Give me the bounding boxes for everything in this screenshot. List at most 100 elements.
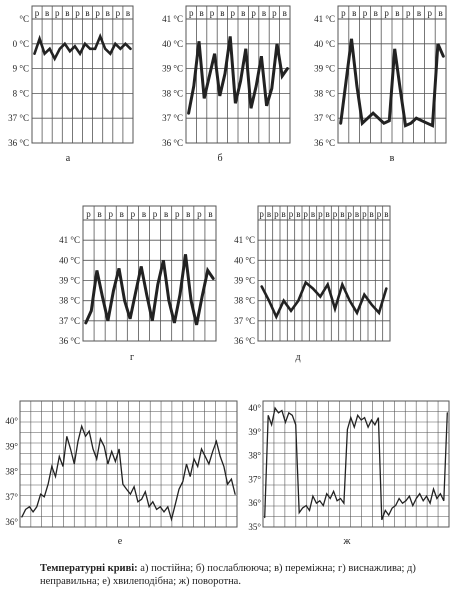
column-label: р bbox=[231, 8, 236, 18]
y-tick-label: 37° bbox=[248, 474, 261, 484]
caption-text: а) постійна; б) послаблююча; в) переміжн… bbox=[40, 563, 416, 587]
column-label: в bbox=[283, 8, 287, 18]
column-label: в bbox=[164, 209, 168, 219]
column-label: р bbox=[175, 209, 180, 219]
chart-v: р в р в р в р в р в41 °C40 °C39 °C38 °C37 °C36 °C… bbox=[314, 5, 447, 164]
column-label: р bbox=[55, 8, 60, 18]
column-label: в bbox=[417, 8, 421, 18]
panel-label: г bbox=[130, 352, 134, 363]
panel-label: е bbox=[118, 536, 123, 547]
column-label: р bbox=[86, 209, 91, 219]
y-tick-label: 38 °C bbox=[314, 88, 335, 98]
temperature-line bbox=[264, 406, 448, 521]
y-tick-label: 38 °C bbox=[234, 296, 255, 306]
column-label: в bbox=[85, 8, 89, 18]
y-tick-label: 8 °C bbox=[13, 88, 29, 98]
column-label: р bbox=[274, 209, 279, 219]
column-label: р bbox=[259, 209, 264, 219]
column-label: р bbox=[197, 209, 202, 219]
column-label: в bbox=[186, 209, 190, 219]
column-label: р bbox=[363, 8, 368, 18]
column-label: в bbox=[352, 8, 356, 18]
column-label: р bbox=[116, 8, 121, 18]
y-tick-label: 36 °C bbox=[59, 336, 80, 346]
column-label: в bbox=[45, 8, 49, 18]
caption-title: Температурні криві: bbox=[40, 563, 138, 574]
column-label: в bbox=[374, 8, 378, 18]
column-label: р bbox=[384, 8, 389, 18]
temperature-line bbox=[339, 38, 445, 128]
column-label: в bbox=[262, 8, 266, 18]
panel-label: б bbox=[217, 153, 222, 164]
y-tick-label: 37 °C bbox=[234, 316, 255, 326]
y-tick-label: 41 °C bbox=[162, 14, 183, 24]
y-tick-label: 40 °C bbox=[59, 255, 80, 265]
y-tick-label: 0 °C bbox=[13, 39, 29, 49]
column-label: р bbox=[406, 8, 411, 18]
column-label: в bbox=[65, 8, 69, 18]
y-tick-label: 38 °C bbox=[162, 88, 183, 98]
column-label: в bbox=[126, 8, 130, 18]
y-tick-label: 39 °C bbox=[162, 64, 183, 74]
column-label: р bbox=[289, 209, 294, 219]
column-label: р bbox=[303, 209, 308, 219]
y-tick-label: 40 °C bbox=[314, 39, 335, 49]
y-tick-label: 39 °C bbox=[314, 64, 335, 74]
column-label: в bbox=[296, 209, 300, 219]
y-tick-label: 36° bbox=[5, 517, 18, 527]
column-label: р bbox=[95, 8, 100, 18]
y-tick-label: 38 °C bbox=[59, 296, 80, 306]
column-label: в bbox=[384, 209, 388, 219]
chart-g: р в р в р в р в р в р в41 °C40 °C39 °C38 °C37 °C36 … bbox=[59, 205, 217, 363]
column-label: в bbox=[142, 209, 146, 219]
column-label: в bbox=[120, 209, 124, 219]
panel-label: в bbox=[390, 153, 395, 164]
y-tick-label: 39° bbox=[5, 441, 18, 451]
y-tick-label: 40° bbox=[248, 403, 261, 413]
column-label: в bbox=[395, 8, 399, 18]
y-tick-label: 37° bbox=[5, 492, 18, 502]
column-label: в bbox=[267, 209, 271, 219]
temperature-line bbox=[187, 36, 289, 115]
column-label: р bbox=[189, 8, 194, 18]
chart-a: р в р в р в р в р в°C0 °C9 °C8 °C37 °C36 °Cа bbox=[8, 5, 134, 164]
chart-zh: 40° 39° 38° 37° 36° 35° ж bbox=[248, 400, 450, 547]
column-label: р bbox=[341, 8, 346, 18]
panel-label: ж bbox=[343, 536, 351, 547]
y-tick-label: 39 °C bbox=[59, 276, 80, 286]
column-label: в bbox=[340, 209, 344, 219]
y-tick-label: 9 °C bbox=[13, 64, 29, 74]
column-label: р bbox=[333, 209, 338, 219]
column-label: в bbox=[282, 209, 286, 219]
y-tick-label: 36 °C bbox=[8, 138, 29, 148]
y-tick-label: 41 °C bbox=[314, 14, 335, 24]
column-label: р bbox=[428, 8, 433, 18]
column-label: в bbox=[311, 209, 315, 219]
y-tick-label: 41 °C bbox=[234, 235, 255, 245]
column-label: в bbox=[208, 209, 212, 219]
y-tick-label: 36 °C bbox=[162, 138, 183, 148]
y-tick-label: 37 °C bbox=[162, 113, 183, 123]
column-label: в bbox=[370, 209, 374, 219]
temperature-line bbox=[33, 32, 132, 62]
column-label: в bbox=[220, 8, 224, 18]
column-label: р bbox=[108, 209, 113, 219]
temperature-line bbox=[21, 424, 236, 522]
column-label: р bbox=[35, 8, 40, 18]
y-tick-label: 35° bbox=[248, 522, 261, 532]
y-tick-label: 36 °C bbox=[314, 138, 335, 148]
column-label: р bbox=[272, 8, 277, 18]
chart-d: р в р в р в р в р в р в р в р в р в41 °C40 °C39 °C38 °C37… bbox=[234, 205, 391, 363]
column-label: в bbox=[355, 209, 359, 219]
column-label: р bbox=[362, 209, 367, 219]
chart-b: р в р в р в р в р в41 °C40 °C39 °C38 °C37 °C36 °C… bbox=[162, 5, 291, 164]
y-tick-label: 38° bbox=[5, 467, 18, 477]
figure-caption: Температурні криві: а) постійна; б) посл… bbox=[40, 562, 440, 588]
column-label: р bbox=[153, 209, 158, 219]
y-tick-label: 37 °C bbox=[59, 316, 80, 326]
y-tick-label: °C bbox=[19, 14, 29, 24]
column-label: в bbox=[241, 8, 245, 18]
column-label: р bbox=[318, 209, 323, 219]
y-tick-label: 36 °C bbox=[234, 336, 255, 346]
temperature-line bbox=[84, 254, 215, 326]
